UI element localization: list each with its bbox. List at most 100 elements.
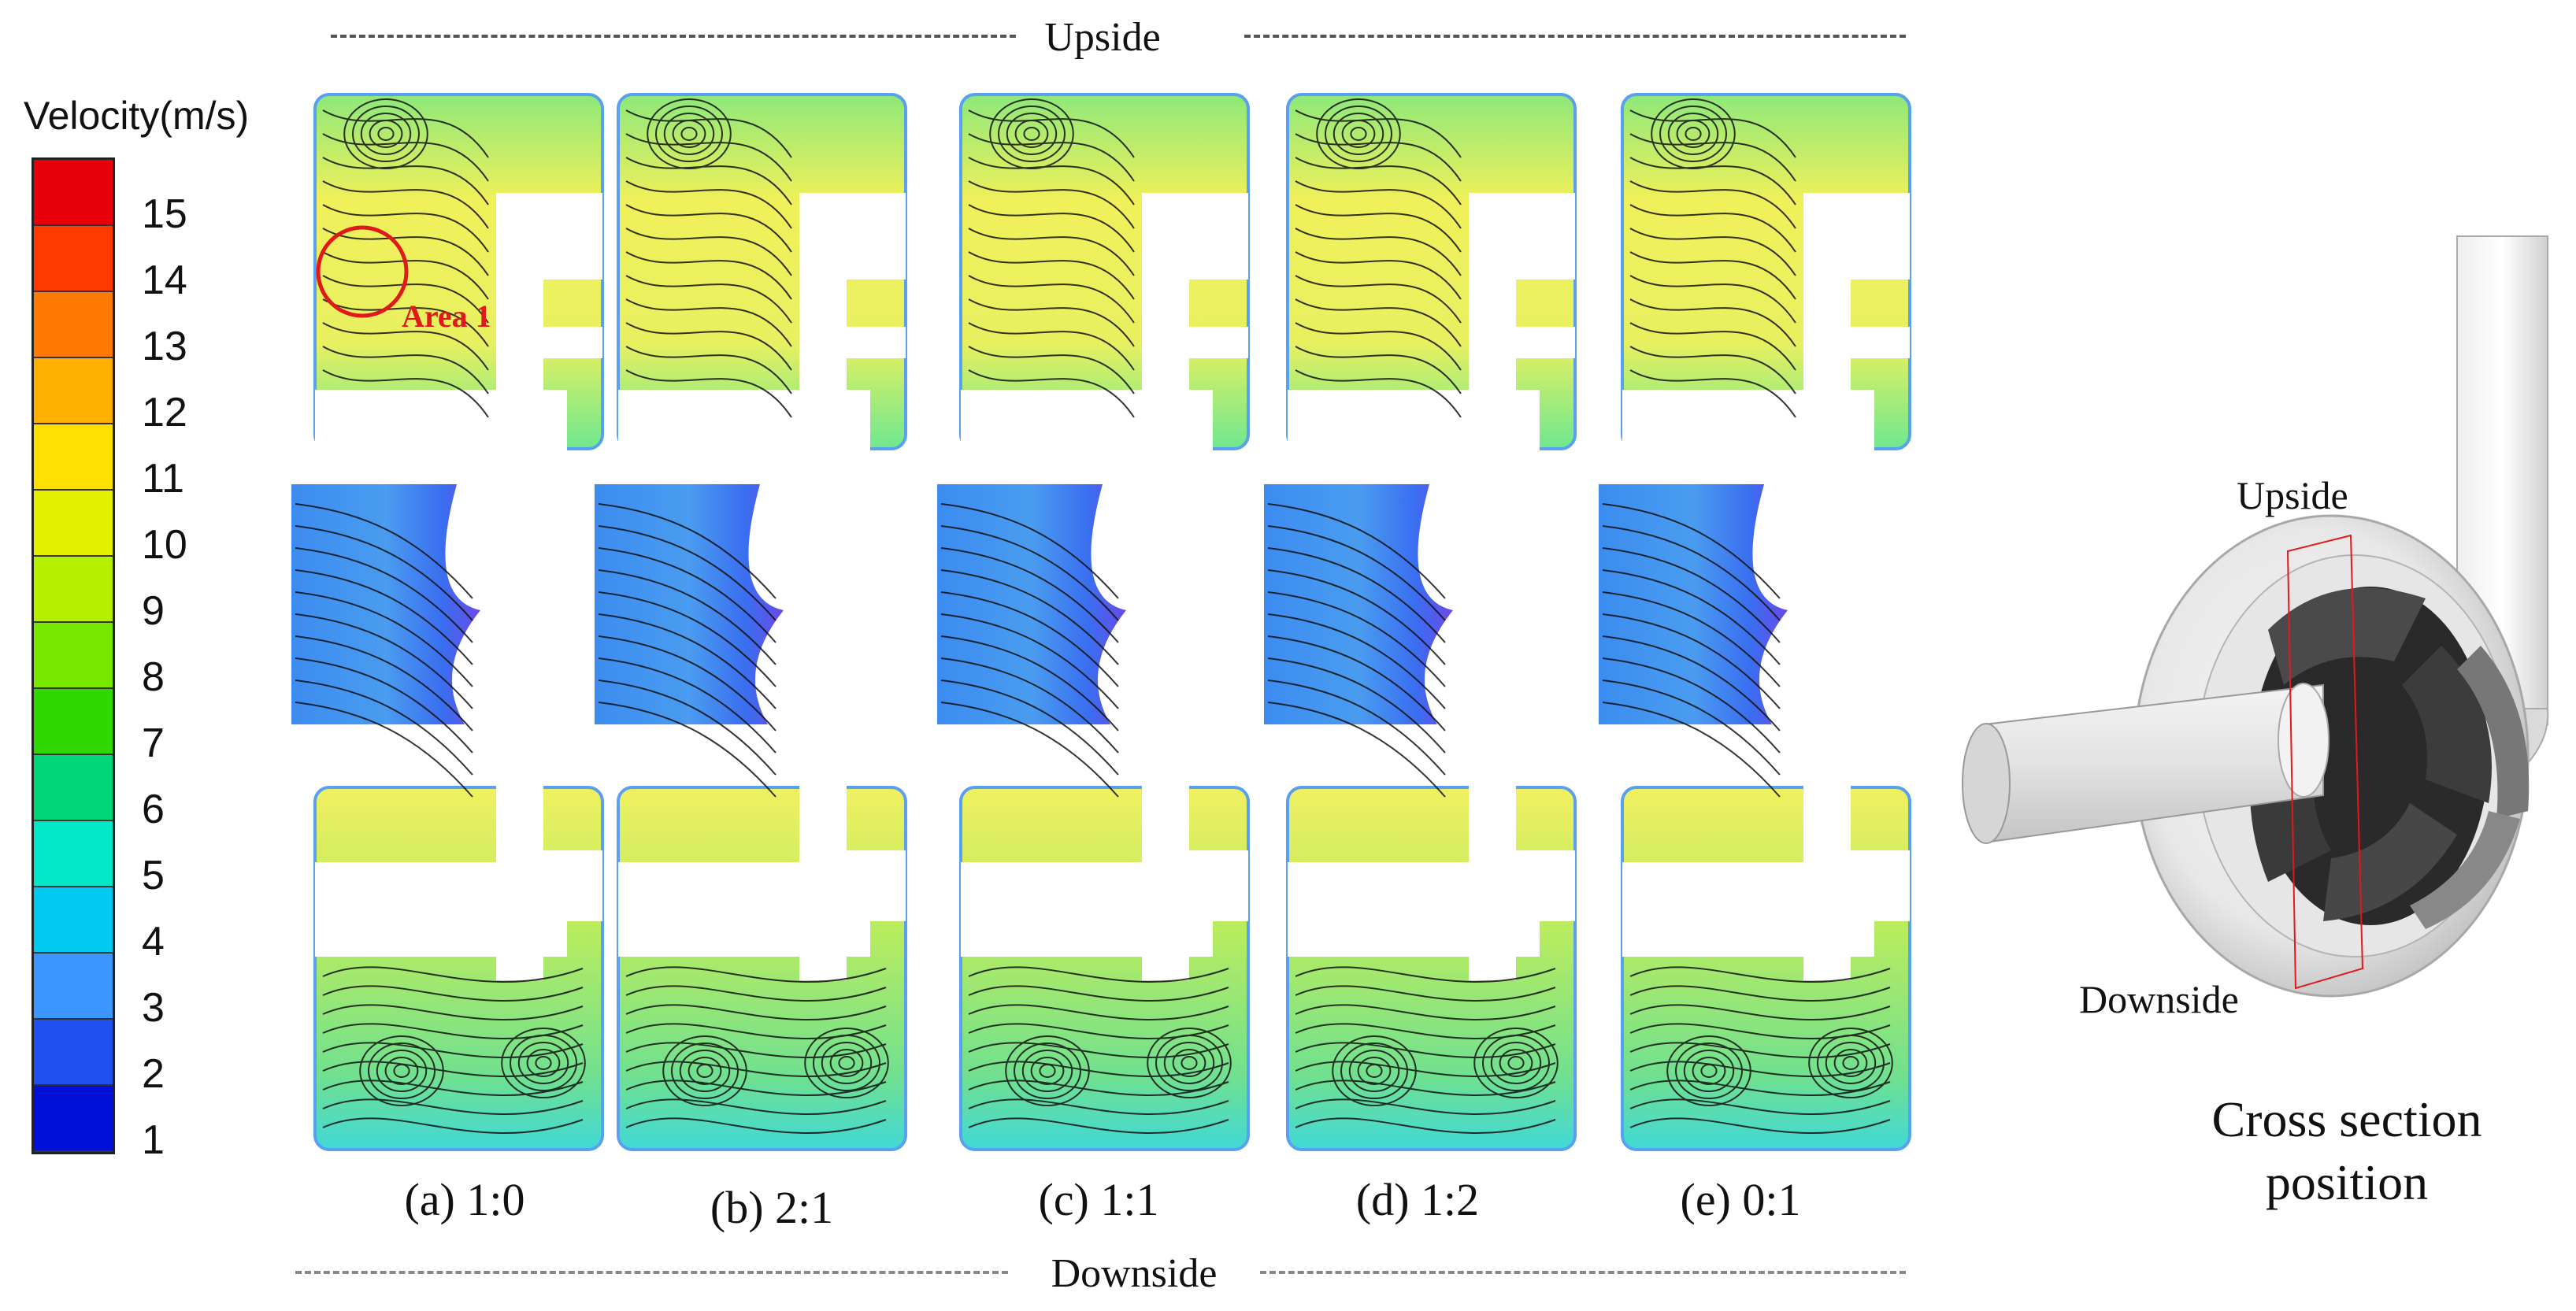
- colorbar-segment: [34, 358, 113, 424]
- streamline: [625, 157, 792, 206]
- vortex-ring: [1350, 127, 1367, 141]
- rib-cutout-1: [543, 193, 602, 280]
- streamline: [968, 157, 1135, 206]
- vortex-ring: [1490, 1042, 1542, 1084]
- streamline: [1295, 346, 1462, 394]
- colorbar-segment: [34, 292, 113, 358]
- vortex-ring: [1692, 1057, 1726, 1085]
- streamline: [1602, 569, 1781, 665]
- colorbar-segment: [34, 821, 113, 887]
- vortex-ring: [376, 1050, 428, 1092]
- vortex-ring: [1825, 1042, 1877, 1084]
- vortex-ring: [647, 98, 732, 169]
- rib-cutout-3: [847, 850, 906, 921]
- vortex-ring: [1340, 1043, 1408, 1099]
- blade-gap-lower: [961, 862, 1213, 957]
- vortex-ring: [343, 98, 428, 169]
- vortex-ring: [526, 1049, 561, 1077]
- streamline: [968, 109, 1135, 158]
- blade-gap-lower: [1622, 862, 1874, 957]
- streamline: [322, 369, 489, 418]
- vortex-ring: [1014, 120, 1049, 148]
- streamline: [1629, 228, 1796, 276]
- streamline: [968, 298, 1135, 347]
- streamline: [295, 635, 473, 731]
- streamline: [968, 346, 1135, 394]
- streamline: [1602, 525, 1781, 621]
- vortex-ring: [1817, 1035, 1885, 1091]
- streamline: [968, 1042, 1229, 1059]
- streamlines: [940, 98, 1232, 1135]
- colorbar-tick-label: 3: [142, 985, 165, 1031]
- streamline: [1295, 1042, 1556, 1059]
- vortex-ring: [352, 106, 420, 162]
- vortex-ring: [393, 1064, 410, 1078]
- vortex-ring: [1332, 113, 1384, 155]
- streamline: [968, 369, 1135, 418]
- streamline: [295, 547, 473, 643]
- rib-cutout-3: [1851, 850, 1910, 921]
- streamline: [968, 251, 1135, 300]
- middle-channel: [595, 484, 784, 724]
- vortex-ring: [1366, 1064, 1383, 1078]
- streamline: [598, 657, 777, 754]
- colorbar-segment: [34, 1020, 113, 1086]
- streamline: [940, 547, 1119, 643]
- streamline: [968, 966, 1229, 983]
- streamline: [322, 204, 489, 253]
- colorbar-segment: [34, 491, 113, 557]
- hub-cutout: [1142, 193, 1189, 980]
- streamline: [1267, 547, 1446, 643]
- streamline: [1602, 635, 1781, 731]
- streamlines: [1602, 98, 1893, 1135]
- streamline: [940, 702, 1119, 798]
- vortex-ring: [1676, 120, 1711, 148]
- streamline: [295, 503, 473, 599]
- streamline: [1295, 109, 1462, 158]
- colorbar-segment: [34, 557, 113, 623]
- middle-channel: [291, 484, 480, 724]
- streamline: [598, 591, 777, 687]
- vortex-ring: [1014, 1043, 1081, 1099]
- vortex-ring: [1842, 1056, 1859, 1070]
- vortex-ring: [1482, 1035, 1550, 1091]
- vortex-ring: [1499, 1049, 1533, 1077]
- rib-cutout-2: [1516, 327, 1575, 358]
- streamline: [968, 1117, 1229, 1135]
- streamline: [1295, 228, 1462, 276]
- colorbar-tick-label: 12: [142, 390, 187, 435]
- streamline: [598, 547, 777, 643]
- streamline: [1629, 251, 1796, 300]
- vortex-ring: [1659, 106, 1727, 162]
- colorbar-tick-label: 13: [142, 324, 187, 369]
- vortex-ring: [1325, 106, 1392, 162]
- vortex-ring: [696, 1064, 713, 1078]
- colorbar-tick-label: 1: [142, 1117, 165, 1163]
- streamline: [1629, 966, 1891, 983]
- rib-cutout-2: [1189, 327, 1248, 358]
- colorbar-title: Velocity(m/s): [24, 94, 250, 138]
- streamline: [1602, 613, 1781, 709]
- colorbar-tick-label: 4: [142, 919, 165, 965]
- streamline: [598, 503, 777, 599]
- streamline: [1629, 157, 1796, 206]
- vortex-ring: [1147, 1028, 1232, 1098]
- streamline: [598, 702, 777, 798]
- vortex-ring: [1808, 1028, 1893, 1098]
- colorbar-tick-label: 2: [142, 1051, 165, 1097]
- streamline: [598, 525, 777, 621]
- streamline: [295, 569, 473, 665]
- vortex-ring: [1030, 1057, 1065, 1085]
- cross-section-outline: [2286, 534, 2364, 990]
- colorbar-segment: [34, 623, 113, 689]
- streamlines: [1267, 98, 1559, 1135]
- streamline: [1295, 298, 1462, 347]
- streamline: [1295, 1117, 1556, 1135]
- streamline: [968, 1004, 1229, 1021]
- streamline: [940, 657, 1119, 754]
- colorbar-segment: [34, 1086, 113, 1152]
- blade-gap-lower: [618, 862, 870, 957]
- streamline: [625, 322, 792, 371]
- streamline: [1602, 547, 1781, 643]
